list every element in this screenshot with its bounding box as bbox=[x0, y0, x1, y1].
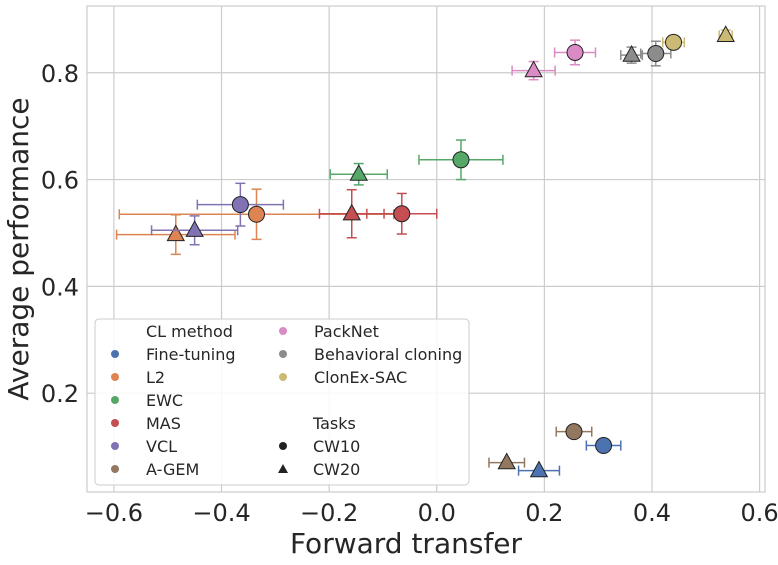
legend-marker-cw10 bbox=[279, 442, 287, 450]
plot-frame bbox=[86, 5, 766, 493]
marker-packnet-cw20 bbox=[524, 60, 543, 78]
point-vcl-cw20 bbox=[150, 215, 239, 246]
marker-clonex-sac-cw20 bbox=[716, 25, 735, 42]
point-fine-tuning-cw10 bbox=[585, 437, 622, 455]
point-behavioral-cloning-cw10 bbox=[639, 40, 672, 67]
point-vcl-cw10 bbox=[196, 182, 285, 227]
y-tick-label: 0.2 bbox=[41, 380, 79, 408]
legend-label-cw10: CW10 bbox=[313, 437, 360, 456]
legend-box bbox=[94, 318, 470, 486]
data-points bbox=[115, 25, 735, 478]
point-fine-tuning-cw20 bbox=[517, 460, 561, 478]
marker-a-gem-cw20 bbox=[497, 452, 516, 470]
legend-label-packnet: PackNet bbox=[314, 322, 379, 341]
y-tick-label: 0.6 bbox=[41, 167, 79, 195]
legend-marker-mas bbox=[111, 419, 119, 427]
y-tick-labels: 0.2 0.4 0.6 0.8 bbox=[41, 60, 79, 408]
legend-marker-clonex-sac bbox=[279, 373, 287, 381]
marker-mas-cw20 bbox=[342, 203, 361, 221]
legend-marker-packnet bbox=[279, 327, 287, 335]
point-behavioral-cloning-cw20 bbox=[620, 44, 644, 64]
legend-label-behavioral-cloning: Behavioral cloning bbox=[314, 345, 462, 364]
point-ewc-cw10 bbox=[418, 139, 504, 181]
marker-behavioral-cloning-cw10 bbox=[647, 45, 665, 63]
marker-packnet-cw10 bbox=[566, 43, 584, 61]
point-clonex-sac-cw20 bbox=[716, 25, 735, 42]
marker-a-gem-cw10 bbox=[565, 423, 583, 441]
legend-method-title: CL method bbox=[146, 322, 233, 341]
marker-l2-cw20 bbox=[166, 224, 186, 242]
marker-mas-cw10 bbox=[393, 205, 411, 223]
legend-marker-behavioral-cloning bbox=[279, 350, 287, 358]
legend: CL method Tasks Fine-tuning L2 EWC MAS VCL A-… bbox=[94, 318, 470, 486]
x-tick-label: −0.4 bbox=[192, 499, 250, 527]
point-mas-cw20 bbox=[318, 188, 385, 239]
marker-vcl-cw10 bbox=[231, 196, 249, 214]
legend-label-mas: MAS bbox=[146, 414, 181, 433]
point-a-gem-cw10 bbox=[555, 423, 593, 441]
y-tick-label: 0.8 bbox=[41, 60, 79, 88]
marker-fine-tuning-cw20 bbox=[529, 460, 549, 478]
legend-label-cw20: CW20 bbox=[313, 460, 360, 479]
marker-fine-tuning-cw10 bbox=[595, 437, 613, 455]
legend-marker-cw20 bbox=[278, 464, 288, 473]
legend-marker-l2 bbox=[111, 373, 119, 381]
marker-ewc-cw10 bbox=[452, 151, 470, 169]
x-tick-labels: −0.6 −0.4 −0.2 0.0 0.2 0.4 0.6 bbox=[85, 499, 778, 527]
legend-label-fine-tuning: Fine-tuning bbox=[146, 345, 236, 364]
legend-marker-vcl bbox=[111, 442, 119, 450]
legend-label-clonex-sac: ClonEx-SAC bbox=[314, 368, 407, 387]
y-tick-label: 0.4 bbox=[41, 273, 79, 301]
marker-behavioral-cloning-cw20 bbox=[622, 44, 641, 62]
x-tick-label: 0.4 bbox=[633, 499, 671, 527]
legend-marker-ewc bbox=[111, 396, 119, 404]
legend-label-a-gem: A-GEM bbox=[146, 460, 199, 479]
point-l2-cw20 bbox=[115, 214, 236, 256]
point-packnet-cw20 bbox=[511, 60, 556, 81]
point-a-gem-cw20 bbox=[488, 452, 526, 470]
x-tick-label: −0.6 bbox=[85, 499, 143, 527]
y-axis-label: Average performance bbox=[2, 97, 35, 400]
marker-l2-cw10 bbox=[248, 205, 265, 223]
x-tick-label: 0.2 bbox=[525, 499, 563, 527]
marker-vcl-cw20 bbox=[185, 220, 204, 237]
x-tick-label: 0.0 bbox=[418, 499, 456, 527]
x-tick-label: 0.6 bbox=[741, 499, 778, 527]
legend-marker-fine-tuning bbox=[111, 350, 119, 358]
legend-label-vcl: VCL bbox=[146, 437, 177, 456]
legend-label-ewc: EWC bbox=[146, 391, 183, 410]
marker-clonex-sac-cw10 bbox=[665, 33, 683, 51]
x-axis-label: Forward transfer bbox=[290, 527, 523, 560]
legend-label-l2: L2 bbox=[146, 368, 165, 387]
marker-ewc-cw20 bbox=[349, 164, 368, 181]
point-clonex-sac-cw10 bbox=[662, 33, 686, 51]
x-tick-label: −0.2 bbox=[300, 499, 358, 527]
point-packnet-cw10 bbox=[553, 39, 597, 66]
legend-marker-a-gem bbox=[111, 465, 119, 473]
point-ewc-cw20 bbox=[329, 162, 389, 186]
legend-tasks-title: Tasks bbox=[312, 414, 356, 433]
